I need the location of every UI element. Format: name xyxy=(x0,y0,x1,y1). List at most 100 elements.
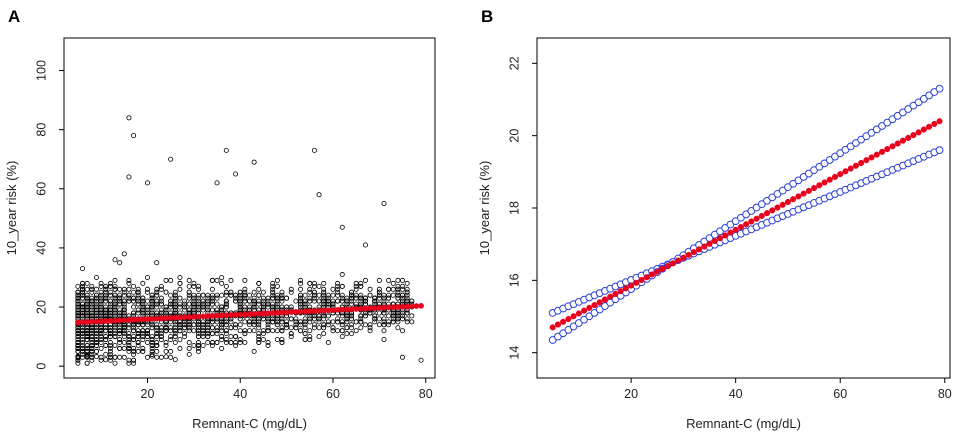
fit-point xyxy=(863,157,870,164)
scatter-point xyxy=(144,334,150,340)
scatter-point xyxy=(381,295,387,301)
scatter-point xyxy=(367,322,373,328)
scatter-point xyxy=(154,340,160,346)
scatter-point xyxy=(168,337,174,343)
scatter-point xyxy=(265,298,271,304)
scatter-point xyxy=(321,331,327,337)
scatter-point xyxy=(404,280,410,286)
scatter-point xyxy=(172,307,178,313)
panel-b-y-ticks: 14 16 18 20 22 xyxy=(507,56,537,360)
scatter-point xyxy=(98,280,104,286)
scatter-point xyxy=(172,301,178,307)
scatter-point xyxy=(131,348,137,354)
scatter-point xyxy=(149,307,155,313)
scatter-point xyxy=(75,307,81,313)
scatter-point xyxy=(400,316,406,322)
scatter-point xyxy=(358,316,364,322)
fit-point xyxy=(418,303,424,309)
scatter-point xyxy=(140,304,146,310)
scatter-point xyxy=(288,334,294,340)
scatter-point xyxy=(349,313,355,319)
scatter-point xyxy=(376,322,382,328)
scatter-point xyxy=(131,289,137,295)
scatter-point xyxy=(381,337,387,343)
scatter-point xyxy=(98,295,104,301)
scatter-point xyxy=(140,310,146,316)
scatter-point xyxy=(144,274,150,280)
scatter-point xyxy=(131,345,137,351)
y-tick-label: 100 xyxy=(34,60,48,81)
scatter-point xyxy=(121,251,127,257)
scatter-point xyxy=(182,301,188,307)
scatter-point xyxy=(205,340,211,346)
scatter-point xyxy=(168,301,174,307)
scatter-point xyxy=(103,292,109,298)
scatter-point xyxy=(172,295,178,301)
scatter-point xyxy=(163,348,169,354)
scatter-point xyxy=(307,334,313,340)
scatter-point xyxy=(219,345,225,351)
scatter-point xyxy=(311,325,317,331)
scatter-point xyxy=(172,331,178,337)
scatter-point xyxy=(135,340,141,346)
scatter-point xyxy=(307,337,313,343)
scatter-point xyxy=(298,295,304,301)
scatter-point xyxy=(172,322,178,328)
scatter-point xyxy=(112,342,118,348)
panel-a: A 0 20 40 60 80 100 20 40 60 80 Remnant-C (mg/dL… xyxy=(4,7,436,431)
scatter-point xyxy=(358,313,364,319)
scatter-point xyxy=(117,345,123,351)
scatter-point xyxy=(168,277,174,283)
scatter-point xyxy=(311,147,317,153)
scatter-point xyxy=(80,342,86,348)
scatter-point xyxy=(103,298,109,304)
fit-point xyxy=(664,263,671,270)
scatter-point xyxy=(177,286,183,292)
fit-point xyxy=(565,315,572,323)
scatter-point xyxy=(149,342,155,348)
scatter-point xyxy=(195,295,201,301)
scatter-point xyxy=(298,328,304,334)
scatter-point xyxy=(75,310,81,316)
fit-point xyxy=(685,251,692,258)
scatter-point xyxy=(228,277,234,283)
scatter-point xyxy=(80,310,86,316)
scatter-point xyxy=(140,307,146,313)
scatter-point xyxy=(168,348,174,354)
scatter-point xyxy=(223,331,229,337)
scatter-point xyxy=(121,334,127,340)
scatter-point xyxy=(372,295,378,301)
scatter-point xyxy=(321,298,327,304)
x-tick-label: 80 xyxy=(938,387,952,401)
panel-a-scatter-points xyxy=(75,115,424,366)
scatter-point xyxy=(84,295,90,301)
scatter-point xyxy=(89,334,95,340)
scatter-point xyxy=(154,331,160,337)
scatter-point xyxy=(154,322,160,328)
scatter-point xyxy=(80,295,86,301)
scatter-point xyxy=(260,328,266,334)
scatter-point xyxy=(84,280,90,286)
scatter-point xyxy=(214,340,220,346)
scatter-point xyxy=(404,316,410,322)
scatter-point xyxy=(177,295,183,301)
scatter-point xyxy=(112,307,118,313)
scatter-point xyxy=(89,331,95,337)
scatter-point xyxy=(89,328,95,334)
scatter-point xyxy=(228,340,234,346)
scatter-point xyxy=(386,286,392,292)
scatter-point xyxy=(242,319,248,325)
fit-point xyxy=(920,126,927,133)
scatter-point xyxy=(339,334,345,340)
scatter-point xyxy=(75,353,81,359)
scatter-point xyxy=(200,292,206,298)
scatter-point xyxy=(335,292,341,298)
scatter-point xyxy=(353,283,359,289)
scatter-point xyxy=(353,292,359,298)
fit-point xyxy=(753,215,760,222)
scatter-point xyxy=(84,325,90,331)
scatter-point xyxy=(418,357,424,363)
scatter-point xyxy=(93,325,99,331)
scatter-point xyxy=(311,283,317,289)
scatter-point xyxy=(144,331,150,337)
